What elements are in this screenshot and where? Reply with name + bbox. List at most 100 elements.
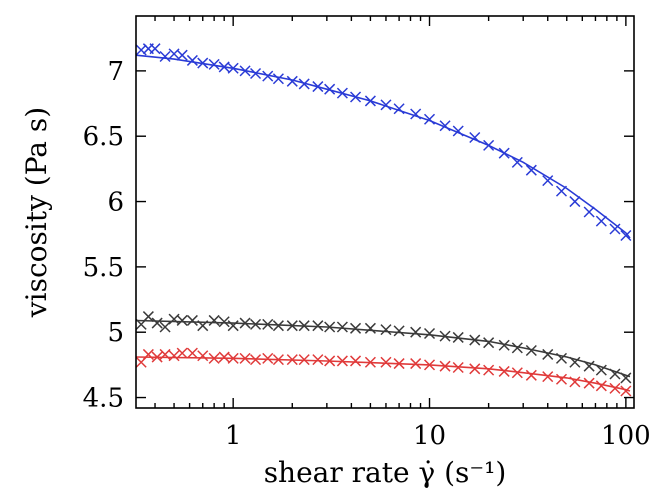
data-point [142, 348, 154, 360]
data-point [197, 320, 209, 332]
data-point [286, 320, 298, 332]
plot-area [135, 43, 632, 397]
data-point [286, 354, 298, 366]
data-point [250, 67, 262, 80]
data-point [227, 62, 239, 74]
data-point [452, 125, 464, 137]
data-point [583, 377, 595, 389]
plot-frame [135, 15, 635, 409]
data-point [239, 352, 251, 364]
data-point [498, 147, 510, 159]
data-point [262, 318, 274, 330]
data-point [262, 70, 274, 82]
data-point [159, 321, 171, 333]
data-point [423, 327, 436, 340]
data-point [439, 330, 451, 342]
data-point [555, 185, 568, 197]
data-point [439, 120, 451, 132]
data-point [350, 355, 362, 367]
data-point [525, 164, 537, 176]
data-point [525, 369, 537, 381]
data-point [569, 196, 581, 208]
data-point [542, 175, 554, 187]
data-point [380, 324, 392, 336]
data-point [324, 321, 336, 333]
data-point [525, 344, 537, 357]
data-point [168, 350, 180, 362]
data-point [272, 354, 284, 366]
data-point [452, 331, 464, 343]
data-point [186, 314, 198, 326]
data-point [542, 348, 554, 360]
data-point [364, 95, 376, 107]
data-point [324, 355, 336, 367]
y-tick-label: 5.5 [83, 253, 124, 283]
data-point [542, 371, 554, 383]
series-fit-line [135, 319, 631, 378]
data-point [142, 311, 154, 323]
data-point [498, 365, 510, 377]
data-point [595, 364, 607, 376]
data-point [176, 347, 188, 359]
data-point [208, 352, 220, 364]
data-point [218, 351, 230, 363]
data-point [250, 318, 262, 330]
data-point [262, 352, 274, 364]
data-point [364, 356, 376, 368]
data-point [555, 352, 568, 364]
data-point [393, 358, 405, 370]
series-2 [135, 311, 632, 384]
y-tick-label: 5 [107, 318, 124, 348]
data-point [620, 372, 632, 384]
data-point [393, 325, 405, 337]
data-point [197, 57, 209, 69]
x-tick-label: 100 [601, 421, 651, 451]
x-tick-label: 10 [413, 421, 446, 451]
data-point [469, 363, 481, 375]
data-point [410, 358, 422, 370]
data-point [286, 75, 298, 87]
data-point [350, 322, 362, 334]
data-point [151, 317, 163, 329]
data-point [595, 380, 607, 392]
data-point [176, 314, 188, 326]
data-point [227, 320, 239, 332]
data-point [483, 337, 495, 349]
data-point [620, 229, 632, 242]
y-axis-label: viscosity (Pa s) [20, 107, 53, 318]
data-point [469, 334, 481, 346]
y-axis-ticks: 4.5 5 5.5 6 6.5 7 [83, 57, 634, 414]
data-point [609, 223, 621, 235]
data-point [186, 54, 198, 66]
data-point [186, 347, 198, 359]
data-point [151, 351, 163, 363]
data-point [336, 87, 348, 99]
data-point [272, 73, 284, 85]
data-point [197, 350, 209, 362]
data-point [312, 354, 324, 366]
data-point [149, 43, 161, 55]
data-point [410, 108, 422, 120]
data-point [298, 78, 310, 90]
data-point [218, 316, 230, 328]
data-point [469, 131, 481, 144]
data-point [439, 360, 451, 372]
data-point [227, 352, 239, 364]
series-fit-line [135, 54, 631, 239]
data-point [483, 364, 495, 376]
data-point [569, 376, 581, 388]
y-tick-label: 6.5 [83, 122, 124, 152]
data-point [569, 356, 581, 368]
data-point [350, 91, 362, 103]
data-point [511, 367, 523, 379]
data-point [324, 83, 336, 95]
data-point [483, 139, 495, 151]
data-point [380, 356, 392, 368]
data-point [620, 385, 632, 397]
data-point [609, 368, 621, 380]
data-point [159, 348, 171, 360]
data-point [250, 354, 262, 366]
data-point [511, 342, 523, 354]
data-point [298, 354, 310, 366]
y-tick-label: 6 [107, 188, 124, 218]
